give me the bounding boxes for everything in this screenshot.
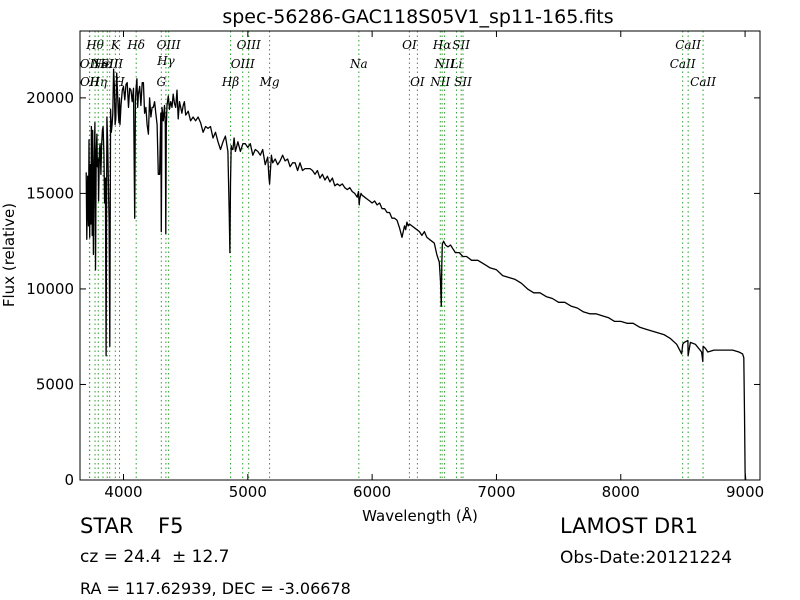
x-tick-label: 5000	[229, 483, 267, 501]
y-tick-label: 10000	[26, 280, 74, 298]
survey-label: LAMOST DR1	[560, 514, 699, 538]
line-marker-label: OIII	[157, 38, 181, 52]
line-marker-label: Hδ	[126, 38, 145, 52]
spectrum-series	[85, 68, 747, 481]
line-marker-label: Hθ	[85, 38, 104, 52]
y-axis-ticks: 0 5000 10000 15000 20000	[26, 89, 760, 489]
y-tick-label: 20000	[26, 89, 74, 107]
line-marker-label: Li	[450, 57, 463, 71]
y-tick-label: 5000	[36, 375, 74, 393]
x-tick-label: 9000	[726, 483, 764, 501]
spectrum-line	[85, 68, 747, 481]
object-subclass-label: F5	[158, 514, 184, 538]
plot-frame	[79, 30, 761, 481]
y-tick-label: 0	[64, 471, 74, 489]
line-marker-label: OIII	[237, 38, 261, 52]
line-marker-label: SII	[452, 38, 470, 52]
line-marker-label: Hβ	[221, 75, 239, 89]
redshift-text: cz = 24.4 ± 12.7	[80, 547, 230, 567]
line-marker-label: CaII	[670, 57, 696, 71]
coordinates-text: RA = 117.62939, DEC = -3.06678	[80, 579, 351, 598]
x-tick-label: 8000	[602, 483, 640, 501]
line-marker-label: SII	[454, 75, 472, 89]
x-tick-label: 6000	[353, 483, 391, 501]
line-marker-label: CaII	[675, 38, 701, 52]
spectral-line-markers: OIIOIIHθHηHεNeIIISIIKHHδGHγOIIIHβOIIIOII…	[80, 31, 716, 480]
line-marker-label: OI	[402, 38, 417, 52]
object-class-label: STAR	[80, 514, 134, 538]
line-marker-label: OI	[410, 75, 425, 89]
line-marker-label: NII	[429, 75, 450, 89]
line-marker-label: Hα	[432, 38, 452, 52]
observation-date: Obs-Date:20121224	[560, 548, 733, 568]
line-marker-label: Na	[349, 57, 368, 71]
line-marker-label: K	[110, 38, 121, 52]
x-axis-ticks: 4000 5000 6000 7000 8000 9000	[104, 31, 764, 501]
line-marker-label: Hη	[88, 75, 107, 89]
line-marker-label: CaII	[690, 75, 716, 89]
y-axis-label: Flux (relative)	[0, 203, 18, 307]
line-marker-label: Mg	[259, 75, 280, 89]
line-marker-label: G	[157, 75, 167, 89]
chart-title: spec-56286-GAC118S05V1_sp11-165.fits	[222, 6, 613, 28]
y-tick-label: 15000	[26, 184, 74, 202]
x-tick-label: 7000	[477, 483, 515, 501]
x-axis-label: Wavelength (Å)	[362, 506, 478, 525]
line-marker-label: NII	[434, 57, 455, 71]
line-marker-label: OIII	[231, 57, 255, 71]
x-tick-label: 4000	[104, 483, 142, 501]
line-marker-label: Hγ	[156, 54, 175, 68]
line-marker-label: SII	[101, 57, 119, 71]
